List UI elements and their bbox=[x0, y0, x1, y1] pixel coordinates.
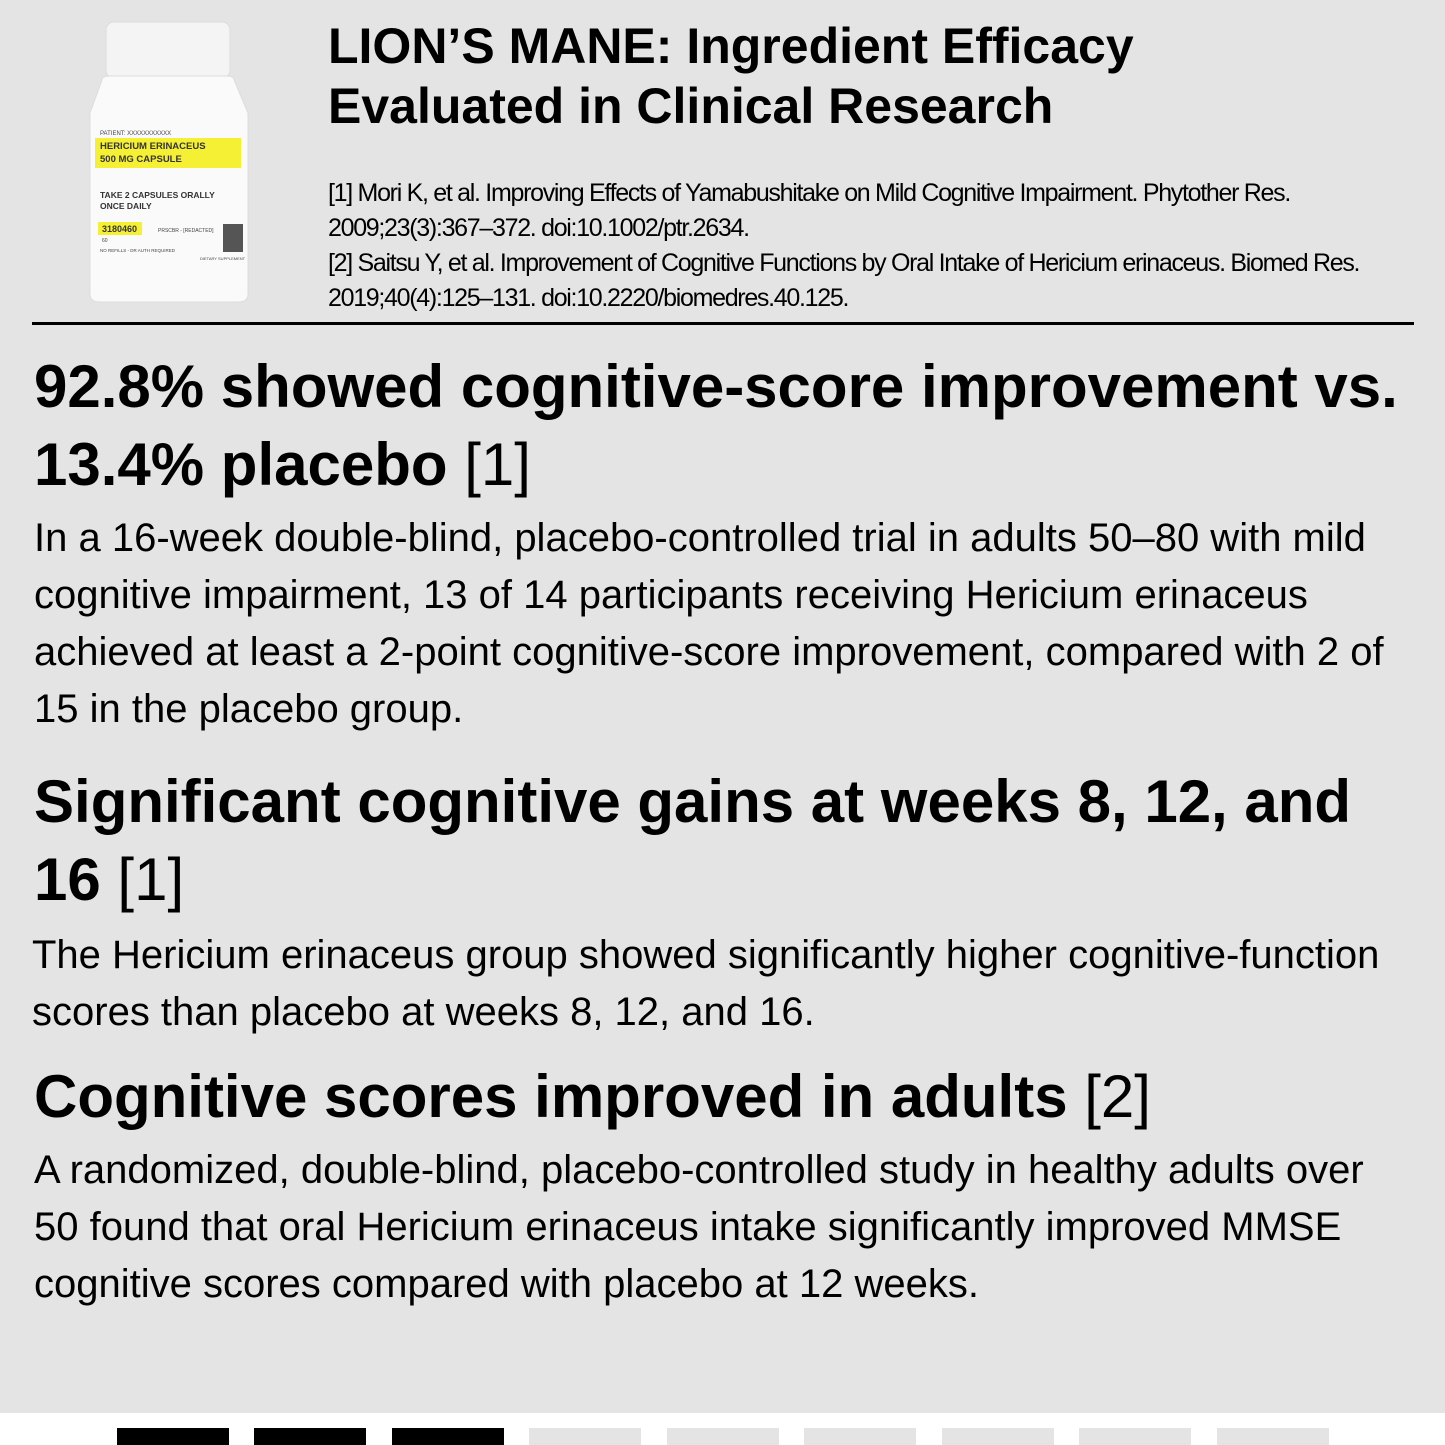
label-text: PATIENT: XXXXXXXXXXX bbox=[100, 131, 171, 137]
section-heading: Cognitive scores improved in adults [2] bbox=[34, 1058, 1419, 1136]
title-line: LION’S MANE: Ingredient Efficacy bbox=[328, 18, 1134, 74]
label-text: HERICIUM ERINACEUS bbox=[100, 141, 206, 152]
section: 92.8% showed cognitive-score improvement… bbox=[34, 348, 1419, 738]
section-heading: 92.8% showed cognitive-score improvement… bbox=[34, 348, 1419, 504]
label-text: 3180460 bbox=[102, 224, 137, 234]
label-text: 500 MG CAPSULE bbox=[100, 154, 182, 165]
title: LION’S MANE: Ingredient Efficacy Evaluat… bbox=[328, 16, 1408, 136]
reference: [2] Saitsu Y, et al. Improvement of Cogn… bbox=[328, 249, 1360, 312]
bottle-image: PATIENT: XXXXXXXXXXX HERICIUM ERINACEUS … bbox=[89, 21, 249, 303]
progress-segment bbox=[529, 1428, 641, 1445]
citation: [1] bbox=[117, 846, 185, 913]
label-text: TAKE 2 CAPSULES ORALLY bbox=[100, 190, 215, 200]
divider bbox=[32, 322, 1414, 325]
citation: [1] bbox=[464, 431, 531, 498]
progress-segment bbox=[254, 1428, 366, 1445]
references: [1] Mori K, et al. Improving Effects of … bbox=[328, 176, 1418, 316]
section: Significant cognitive gains at weeks 8, … bbox=[32, 763, 1419, 1041]
progress-segment bbox=[942, 1428, 1054, 1445]
heading-text: Significant cognitive gains at weeks 8, … bbox=[34, 768, 1352, 913]
heading-text: 92.8% showed cognitive-score improvement… bbox=[34, 353, 1398, 498]
progress-segment bbox=[117, 1428, 229, 1445]
label-text: ONCE DAILY bbox=[100, 201, 152, 211]
progress-segment bbox=[1217, 1428, 1329, 1445]
label-text: 60 bbox=[102, 238, 108, 244]
heading-text: Cognitive scores improved in adults bbox=[34, 1063, 1068, 1130]
label-text: PRSCBR - [REDACTED] bbox=[158, 228, 214, 234]
progress-segment bbox=[804, 1428, 916, 1445]
progress-segment bbox=[1079, 1428, 1191, 1445]
section-body: A randomized, double-blind, placebo-cont… bbox=[34, 1148, 1364, 1306]
progress-bar bbox=[0, 1413, 1445, 1445]
reference: [1] Mori K, et al. Improving Effects of … bbox=[328, 179, 1291, 242]
section-body: In a 16-week double-blind, placebo-contr… bbox=[34, 516, 1384, 731]
progress-segment bbox=[392, 1428, 504, 1445]
title-line: Evaluated in Clinical Research bbox=[328, 78, 1054, 134]
section-heading: Significant cognitive gains at weeks 8, … bbox=[34, 763, 1419, 919]
section-body: The Hericium erinaceus group showed sign… bbox=[32, 933, 1380, 1034]
label-text: NO REFILLS - DR AUTH REQUIRED bbox=[100, 248, 176, 253]
label-text: DIETARY SUPPLEMENT bbox=[200, 256, 246, 261]
section: Cognitive scores improved in adults [2] … bbox=[34, 1058, 1419, 1313]
progress-segment bbox=[667, 1428, 779, 1445]
citation: [2] bbox=[1084, 1063, 1151, 1130]
